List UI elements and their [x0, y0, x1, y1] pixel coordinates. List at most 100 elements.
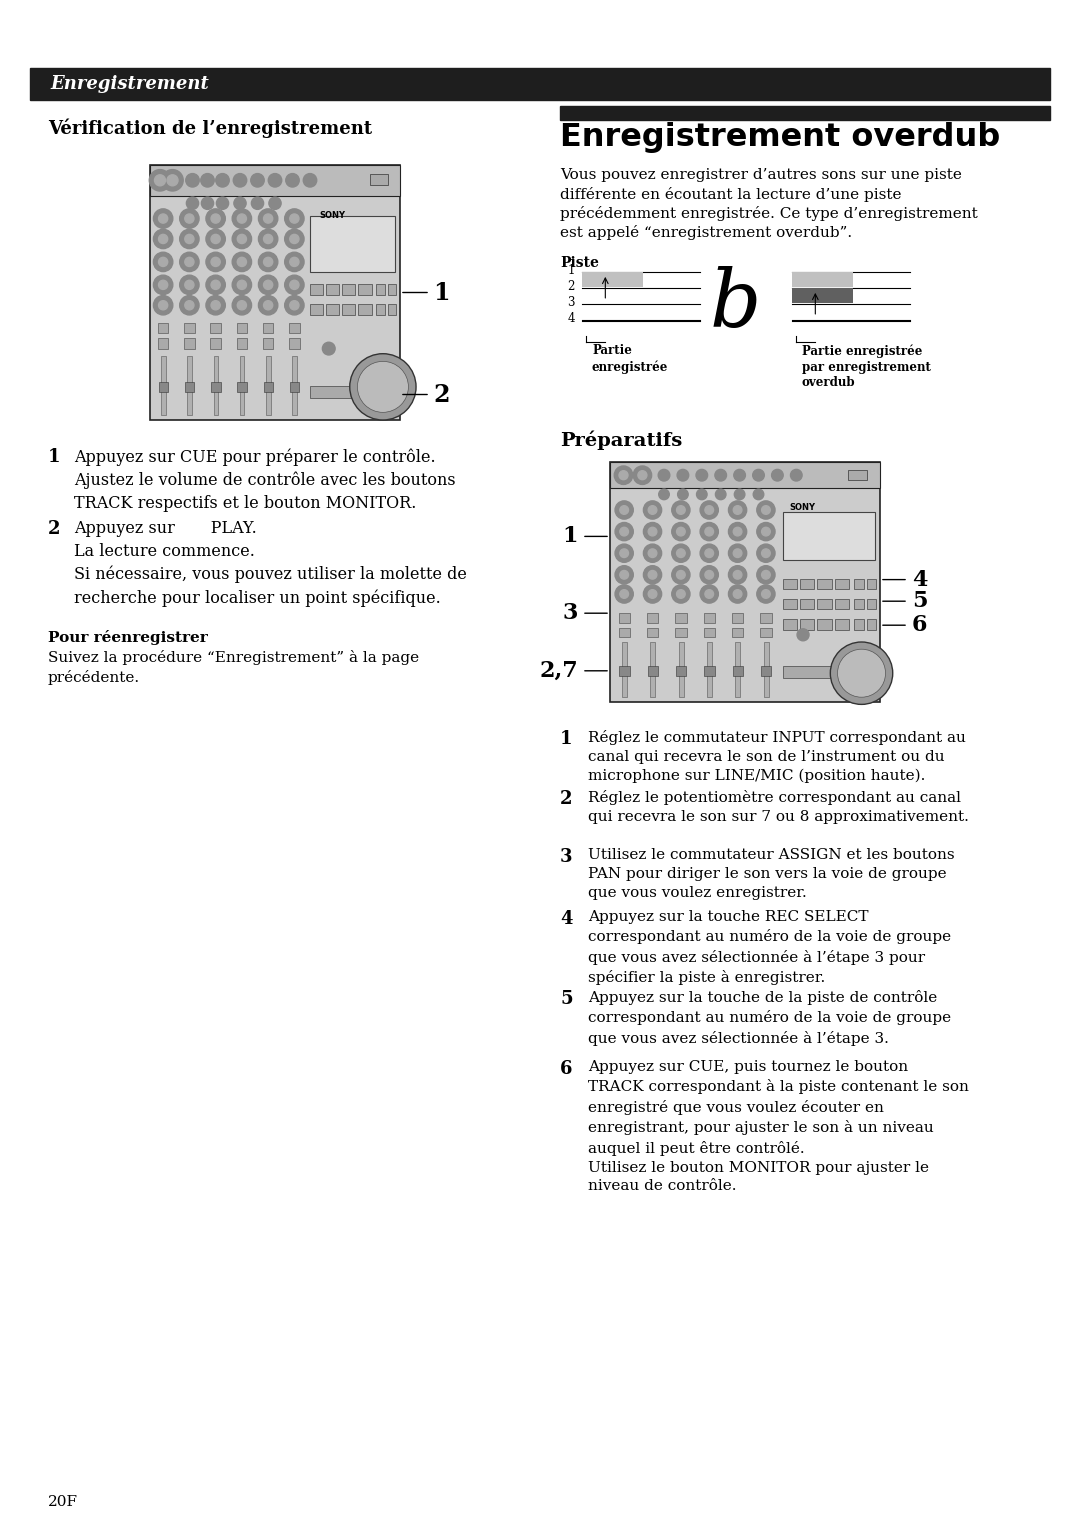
Circle shape — [252, 197, 264, 209]
Circle shape — [676, 549, 685, 558]
Bar — [647, 613, 658, 623]
Circle shape — [676, 527, 685, 536]
Circle shape — [289, 280, 299, 289]
Circle shape — [797, 630, 809, 640]
Circle shape — [154, 174, 165, 186]
Circle shape — [258, 275, 278, 295]
Circle shape — [264, 257, 273, 266]
Circle shape — [757, 565, 775, 584]
Circle shape — [211, 214, 220, 223]
Bar — [704, 666, 715, 675]
Circle shape — [264, 234, 273, 243]
Circle shape — [216, 174, 229, 186]
Circle shape — [201, 174, 214, 186]
Bar — [800, 599, 814, 610]
Circle shape — [633, 466, 651, 484]
Text: Vous pouvez enregistrer d’autres sons sur une piste: Vous pouvez enregistrer d’autres sons su… — [561, 168, 962, 182]
Bar — [310, 215, 395, 272]
Text: 6: 6 — [912, 614, 928, 636]
Text: Réglez le potentiomètre correspondant au canal
qui recevra le son sur 7 ou 8 app: Réglez le potentiomètre correspondant au… — [588, 790, 969, 824]
Circle shape — [753, 489, 764, 500]
Circle shape — [211, 301, 220, 310]
Bar — [866, 619, 876, 630]
Circle shape — [289, 234, 299, 243]
Bar — [783, 666, 834, 678]
Circle shape — [677, 469, 689, 481]
Circle shape — [289, 257, 299, 266]
Text: 1: 1 — [563, 526, 578, 547]
Circle shape — [159, 257, 167, 266]
Circle shape — [238, 214, 246, 223]
Circle shape — [715, 469, 727, 481]
Bar — [818, 579, 832, 588]
Bar — [610, 461, 880, 701]
Circle shape — [733, 590, 742, 599]
Circle shape — [837, 649, 886, 697]
Circle shape — [672, 565, 690, 584]
Bar — [835, 619, 849, 630]
Text: 6: 6 — [561, 1060, 572, 1077]
Circle shape — [700, 544, 718, 562]
Bar — [388, 284, 396, 295]
Circle shape — [238, 234, 246, 243]
Circle shape — [728, 585, 746, 604]
Bar — [732, 613, 743, 623]
Circle shape — [159, 280, 167, 289]
Bar — [854, 619, 864, 630]
Circle shape — [185, 301, 194, 310]
Circle shape — [615, 585, 633, 604]
Bar — [150, 165, 400, 420]
Circle shape — [206, 295, 226, 315]
Bar — [792, 272, 853, 287]
Circle shape — [258, 209, 278, 228]
Circle shape — [285, 209, 305, 228]
Bar — [264, 382, 273, 393]
Circle shape — [159, 301, 167, 310]
Bar — [293, 356, 297, 416]
Circle shape — [615, 544, 633, 562]
Text: Pour réenregistrer: Pour réenregistrer — [48, 630, 207, 645]
Circle shape — [733, 469, 745, 481]
Bar — [783, 599, 797, 610]
Text: différente en écoutant la lecture d’une piste: différente en écoutant la lecture d’une … — [561, 186, 902, 202]
Text: 1: 1 — [568, 263, 575, 277]
Bar — [783, 619, 797, 630]
Text: 4: 4 — [561, 911, 572, 927]
Circle shape — [648, 506, 657, 515]
Circle shape — [201, 197, 214, 209]
Bar — [735, 642, 741, 697]
Circle shape — [700, 501, 718, 520]
Bar — [310, 304, 323, 315]
Circle shape — [672, 544, 690, 562]
Bar — [582, 272, 644, 287]
Bar — [240, 356, 244, 416]
Bar — [159, 382, 168, 393]
Text: b: b — [710, 266, 760, 344]
Circle shape — [615, 466, 633, 484]
Bar — [211, 338, 221, 348]
Circle shape — [672, 585, 690, 604]
Circle shape — [289, 214, 299, 223]
Text: Vérification de l’enregistrement: Vérification de l’enregistrement — [48, 118, 373, 138]
Circle shape — [232, 209, 252, 228]
Bar — [848, 471, 866, 480]
Circle shape — [232, 275, 252, 295]
Circle shape — [728, 501, 746, 520]
Bar — [619, 666, 630, 675]
Circle shape — [638, 471, 647, 480]
Circle shape — [705, 570, 714, 579]
Circle shape — [232, 295, 252, 315]
Bar — [703, 613, 715, 623]
Bar — [866, 579, 876, 588]
Circle shape — [185, 234, 194, 243]
Circle shape — [153, 295, 173, 315]
Circle shape — [644, 523, 662, 541]
Circle shape — [238, 257, 246, 266]
Circle shape — [620, 527, 629, 536]
Bar — [866, 599, 876, 610]
Bar — [703, 628, 715, 637]
Text: Enregistrement overdub: Enregistrement overdub — [561, 122, 1000, 153]
Text: SONY: SONY — [320, 211, 346, 220]
Circle shape — [167, 174, 178, 186]
Circle shape — [753, 469, 765, 481]
